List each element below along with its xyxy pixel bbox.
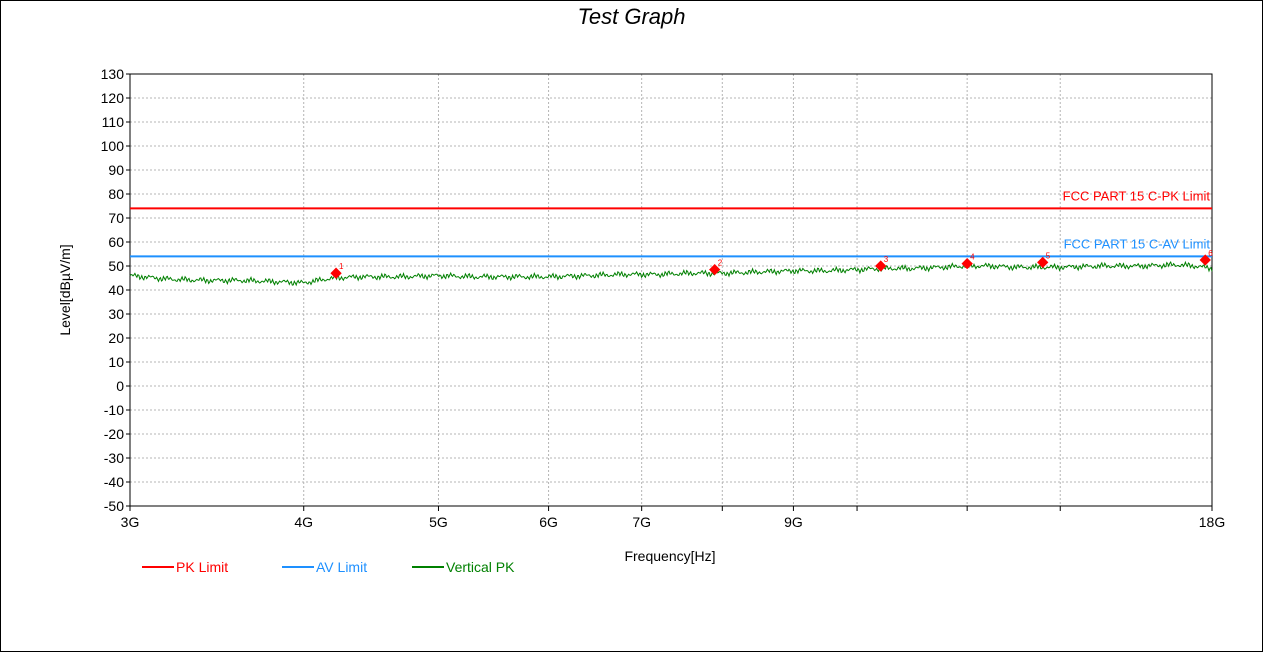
legend-label: Vertical PK xyxy=(446,559,515,575)
marker-label: 2 xyxy=(718,259,723,268)
y-tick-label: 90 xyxy=(108,162,124,178)
x-tick-label: 9G xyxy=(784,514,803,530)
marker-label: 4 xyxy=(970,253,975,262)
legend: PK Limit AV Limit Vertical PK xyxy=(142,559,515,575)
y-tick-label: 130 xyxy=(101,66,125,82)
y-tick-label: 40 xyxy=(108,282,124,298)
marker-point xyxy=(875,260,887,272)
x-tick-label: 7G xyxy=(632,514,651,530)
x-tick-label: 3G xyxy=(121,514,140,530)
y-tick-label: 100 xyxy=(101,138,125,154)
y-tick-label: 80 xyxy=(108,186,124,202)
y-tick-label: 110 xyxy=(102,114,125,130)
marker-point xyxy=(709,263,721,276)
y-tick-label: 20 xyxy=(108,330,124,346)
y-axis-label: Level[dBµV/m] xyxy=(57,244,73,335)
marker-point xyxy=(1037,256,1049,269)
x-tick-label: 18G xyxy=(1199,514,1225,530)
plot-area-border xyxy=(129,73,1213,507)
y-tick-label: -40 xyxy=(104,474,124,490)
limit-annotations: FCC PART 15 C-PK Limit FCC PART 15 C-AV L… xyxy=(1063,188,1211,251)
legend-label: AV Limit xyxy=(316,559,367,575)
marker-label: 1 xyxy=(339,262,344,271)
marker-point xyxy=(330,267,342,279)
limit-annotation: FCC PART 15 C-AV Limit xyxy=(1064,236,1211,251)
y-tick-label: 70 xyxy=(108,210,124,226)
y-tick-label: 120 xyxy=(101,90,125,106)
marker-label: 3 xyxy=(884,255,889,264)
marker-point xyxy=(1199,254,1211,266)
y-tick-label: -50 xyxy=(104,498,124,514)
grid-lines xyxy=(126,73,1213,511)
y-tick-label: 0 xyxy=(116,378,124,394)
y-tick-label: 50 xyxy=(108,258,124,274)
y-tick-label: 60 xyxy=(108,234,124,250)
marker-group: 1 2 3 4 5 6 xyxy=(330,249,1213,279)
x-tick-label: 4G xyxy=(294,514,313,530)
x-tick-labels: 3G 4G 5G 6G 7G 9G 18G xyxy=(121,514,1226,530)
chart-title: Test Graph xyxy=(577,4,686,29)
y-tick-label: -20 xyxy=(104,426,124,442)
legend-label: PK Limit xyxy=(176,559,228,575)
y-tick-label: 10 xyxy=(108,354,124,370)
series-group xyxy=(129,207,1213,287)
x-tick-label: 6G xyxy=(539,514,558,530)
x-axis-label: Frequency[Hz] xyxy=(624,548,715,564)
series-line-vertical-pk xyxy=(129,260,1213,287)
marker-point xyxy=(961,257,973,270)
y-tick-label: -10 xyxy=(104,402,124,418)
y-tick-labels: 1301201101009080706050403020100-10-20-30… xyxy=(101,66,125,514)
y-tick-label: -30 xyxy=(104,450,124,466)
limit-annotation: FCC PART 15 C-PK Limit xyxy=(1063,188,1211,203)
marker-label: 5 xyxy=(1046,251,1051,260)
x-tick-label: 5G xyxy=(429,514,448,530)
y-tick-label: 30 xyxy=(108,306,124,322)
marker-label: 6 xyxy=(1208,249,1213,258)
